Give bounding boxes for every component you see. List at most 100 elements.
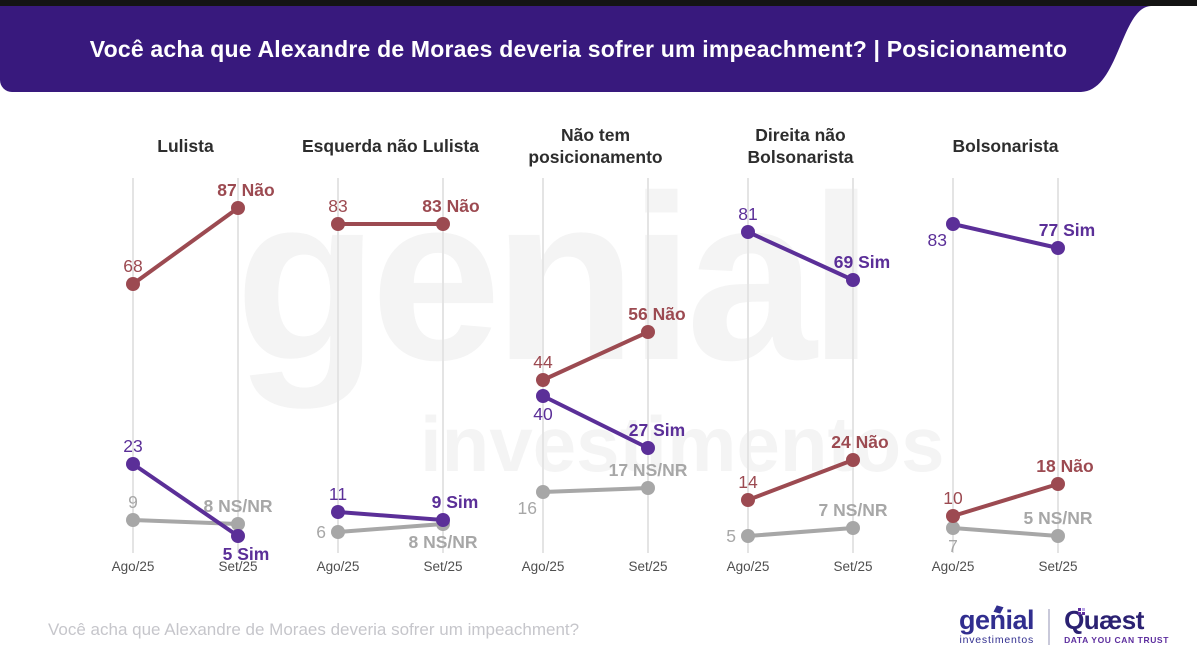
data-point bbox=[231, 201, 245, 215]
value-label: 8 NS/NR bbox=[408, 532, 477, 552]
series-sim: 23 5 Sim bbox=[123, 436, 269, 564]
x-axis-label: Ago/25 bbox=[317, 559, 360, 574]
data-point bbox=[126, 277, 140, 291]
data-point bbox=[331, 505, 345, 519]
data-point bbox=[846, 453, 860, 467]
data-point bbox=[331, 525, 345, 539]
series-nao: 10 18 Não bbox=[943, 456, 1094, 523]
panel-3: Ago/25 Set/25 5 7 NS/NR 14 24 Não 81 69 Sim bbox=[726, 178, 890, 574]
x-axis-label: Ago/25 bbox=[112, 559, 155, 574]
data-point bbox=[1051, 477, 1065, 491]
value-label: 18 Não bbox=[1036, 456, 1093, 476]
panel-4: Ago/25 Set/25 7 5 NS/NR 10 18 Não 83 77 Sim bbox=[928, 178, 1095, 574]
data-point bbox=[741, 493, 755, 507]
value-label: 44 bbox=[533, 352, 553, 372]
series-sim: 81 69 Sim bbox=[738, 204, 890, 287]
value-label: 5 Sim bbox=[223, 544, 270, 564]
footer-question-text: Você acha que Alexandre de Moraes deveri… bbox=[48, 620, 580, 639]
data-point bbox=[126, 457, 140, 471]
value-label: 83 bbox=[928, 230, 947, 250]
value-label: 24 Não bbox=[831, 432, 888, 452]
x-axis-label: Set/25 bbox=[833, 559, 872, 574]
value-label: 77 Sim bbox=[1039, 220, 1095, 240]
series-line bbox=[746, 458, 855, 502]
data-point bbox=[1051, 241, 1065, 255]
series-nao: 44 56 Não bbox=[533, 304, 686, 387]
value-label: 68 bbox=[123, 256, 142, 276]
data-point bbox=[536, 373, 550, 387]
data-point bbox=[1051, 529, 1065, 543]
series-sim: 11 9 Sim bbox=[329, 484, 478, 527]
value-label: 23 bbox=[123, 436, 142, 456]
panel-title-direita-nao-bolsonarista: Direita não Bolsonarista bbox=[747, 125, 854, 167]
header-swoosh-shape bbox=[1081, 6, 1197, 92]
value-label: 9 Sim bbox=[432, 492, 479, 512]
panel-2: Ago/25 Set/25 16 17 NS/NR 44 56 Não 40 27 Sim bbox=[518, 178, 688, 574]
series-line bbox=[951, 482, 1060, 518]
value-label: 10 bbox=[943, 488, 963, 508]
series-line bbox=[336, 510, 445, 522]
series-line bbox=[131, 206, 240, 286]
x-axis-label: Set/25 bbox=[1038, 559, 1077, 574]
data-point bbox=[331, 217, 345, 231]
value-label: 5 NS/NR bbox=[1023, 508, 1092, 528]
value-label: 27 Sim bbox=[629, 420, 685, 440]
value-label: 8 NS/NR bbox=[203, 496, 272, 516]
value-label: 7 bbox=[948, 536, 958, 556]
value-label: 17 NS/NR bbox=[609, 460, 688, 480]
quaest-tagline: DATA YOU CAN TRUST bbox=[1064, 635, 1169, 646]
series-line bbox=[541, 394, 650, 450]
quaest-wordmark: Quæst bbox=[1064, 605, 1144, 636]
series-sim: 40 27 Sim bbox=[533, 389, 685, 455]
data-point bbox=[946, 217, 960, 231]
value-label: 16 bbox=[518, 498, 537, 518]
data-point bbox=[946, 521, 960, 535]
panel-0: Ago/25 Set/25 9 8 NS/NR 68 87 Não 23 5 Sim bbox=[112, 178, 275, 574]
x-axis-label: Ago/25 bbox=[522, 559, 565, 574]
genial-logo: genial investimentos bbox=[959, 605, 1035, 646]
series-nao: 83 83 Não bbox=[328, 196, 480, 231]
series-line bbox=[336, 522, 445, 534]
data-point bbox=[846, 273, 860, 287]
data-point bbox=[231, 517, 245, 531]
x-axis-label: Set/25 bbox=[628, 559, 667, 574]
value-label: 5 bbox=[726, 526, 736, 546]
series-line bbox=[746, 230, 855, 282]
data-point bbox=[231, 529, 245, 543]
logo-divider bbox=[1048, 608, 1051, 645]
data-point bbox=[641, 441, 655, 455]
data-point bbox=[436, 217, 450, 231]
data-point bbox=[946, 509, 960, 523]
data-point bbox=[536, 485, 550, 499]
series-sim: 83 77 Sim bbox=[928, 217, 1095, 255]
series-line bbox=[746, 526, 855, 538]
value-label: 7 NS/NR bbox=[818, 500, 887, 520]
data-point bbox=[641, 481, 655, 495]
page-title: Você acha que Alexandre de Moraes deveri… bbox=[89, 35, 1068, 62]
data-point bbox=[741, 529, 755, 543]
value-label: 40 bbox=[533, 404, 553, 424]
x-axis-label: Ago/25 bbox=[932, 559, 975, 574]
series-line bbox=[541, 486, 650, 494]
value-label: 87 Não bbox=[217, 180, 274, 200]
value-label: 81 bbox=[738, 204, 757, 224]
data-point bbox=[126, 513, 140, 527]
genial-subtitle: investimentos bbox=[959, 633, 1035, 646]
series-nsnr: 5 7 NS/NR bbox=[726, 500, 888, 546]
value-label: 83 Não bbox=[422, 196, 479, 216]
value-label: 11 bbox=[329, 484, 347, 504]
header-banner: Você acha que Alexandre de Moraes deveri… bbox=[0, 6, 1197, 92]
data-point bbox=[536, 389, 550, 403]
panel-title-bolsonarista: Bolsonarista bbox=[952, 136, 1059, 157]
watermark-genial: genial bbox=[235, 146, 874, 409]
panel-1: Ago/25 Set/25 6 8 NS/NR 83 83 Não 11 9 Sim bbox=[316, 178, 480, 574]
x-axis-label: Ago/25 bbox=[727, 559, 770, 574]
series-line bbox=[951, 222, 1060, 250]
value-label: 69 Sim bbox=[834, 252, 890, 272]
data-point bbox=[846, 521, 860, 535]
quaest-pixels-icon bbox=[1078, 608, 1086, 616]
series-line bbox=[131, 462, 240, 538]
value-label: 14 bbox=[738, 472, 758, 492]
